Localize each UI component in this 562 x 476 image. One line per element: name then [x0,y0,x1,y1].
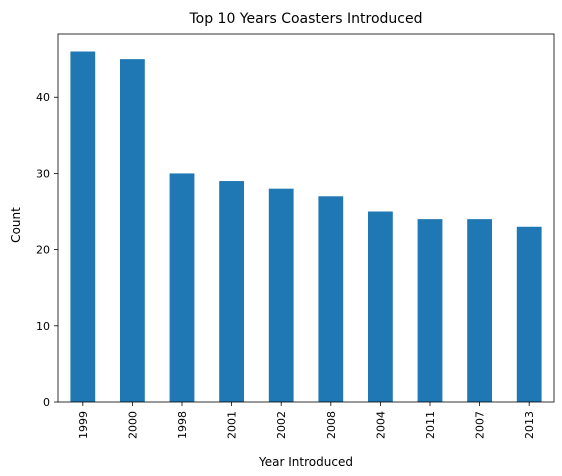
bar-2008 [318,196,344,402]
x-tick-label: 2013 [523,411,536,439]
bar-2000 [120,59,145,402]
bar-2001 [219,181,244,402]
y-tick-label: 40 [36,91,50,104]
x-tick-label: 2002 [275,411,288,439]
x-tick-label: 1999 [77,411,90,439]
x-tick-label: 2008 [325,411,338,439]
bar-2002 [268,188,294,402]
x-tick-label: 2007 [474,411,487,439]
x-tick-label: 1998 [176,411,189,439]
y-tick-label: 10 [36,320,50,333]
x-tick-label: 2000 [126,411,139,439]
bar-1998 [169,173,195,402]
plot-area: 0 10 20 30 40 1999 2000 1998 2001 2002 2008 2004 201… [36,33,555,439]
x-tick-label: 2001 [226,411,239,439]
x-tick-label: 2004 [374,411,387,439]
bar-2011 [417,219,443,402]
axes-frame [57,33,555,403]
chart-title: Top 10 Years Coasters Introduced [188,11,422,27]
y-tick-label: 30 [36,167,50,180]
x-axis-label: Year Introduced [258,455,353,469]
bar-1999 [70,51,96,403]
y-tick-label: 20 [36,244,50,257]
bar-2007 [467,219,492,402]
bar-2013 [516,226,542,402]
y-axis-label: Count [9,207,23,243]
x-tick-label: 2011 [424,411,437,439]
bar-2004 [368,211,393,402]
y-tick-label: 0 [43,396,50,409]
